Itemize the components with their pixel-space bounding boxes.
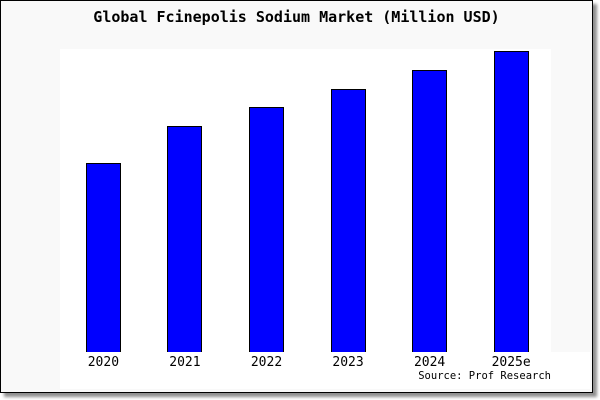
axis-label-strip [60, 352, 590, 389]
bar-2025e [493, 51, 529, 352]
plot-area [60, 49, 551, 354]
source-note: Source: Prof Research [418, 370, 551, 382]
bar-2023 [330, 89, 366, 352]
chart-title: Global Fcinepolis Sodium Market (Million… [93, 8, 500, 26]
bar-2021 [167, 126, 203, 352]
x-tick-label-2023: 2023 [332, 355, 364, 370]
bar-2020 [85, 163, 121, 352]
x-tick-label-2020: 2020 [87, 355, 120, 370]
x-tick-label-2025e: 2025e [491, 355, 531, 370]
x-tick-label-2024: 2024 [413, 355, 446, 370]
x-tick-label-2022: 2022 [250, 355, 283, 370]
x-tick-label-2021: 2021 [169, 355, 201, 370]
bar-2024 [412, 70, 448, 352]
bar-2022 [249, 107, 284, 352]
chart-figure: Global Fcinepolis Sodium Market (Million… [0, 0, 593, 393]
